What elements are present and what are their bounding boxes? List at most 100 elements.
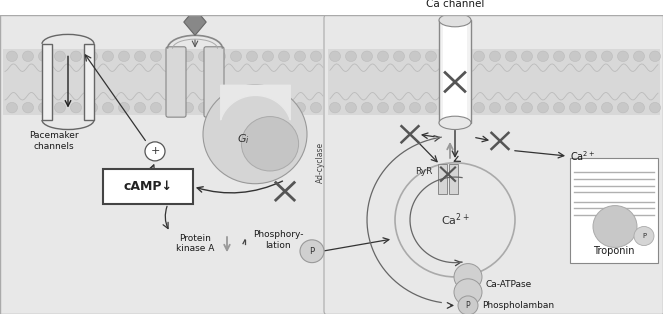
Circle shape — [330, 51, 341, 62]
Circle shape — [70, 51, 82, 62]
Text: Phospholamban: Phospholamban — [482, 301, 554, 310]
Circle shape — [650, 51, 660, 62]
Bar — [42, 44, 52, 120]
Circle shape — [505, 51, 516, 62]
Circle shape — [457, 51, 469, 62]
Text: Ca channel: Ca channel — [426, 0, 484, 9]
Text: Protein
kinase A: Protein kinase A — [176, 234, 214, 253]
Text: P: P — [465, 301, 470, 310]
Circle shape — [394, 102, 404, 113]
Text: P: P — [642, 233, 646, 239]
Circle shape — [377, 102, 389, 113]
Circle shape — [300, 240, 324, 263]
Circle shape — [310, 102, 322, 113]
Circle shape — [182, 51, 194, 62]
FancyBboxPatch shape — [204, 47, 224, 117]
Circle shape — [489, 102, 501, 113]
Text: P: P — [310, 247, 314, 256]
Text: +: + — [151, 146, 160, 156]
Ellipse shape — [439, 116, 471, 129]
Text: RyR: RyR — [416, 167, 433, 176]
Circle shape — [135, 51, 145, 62]
Text: Troponin: Troponin — [593, 246, 634, 256]
Circle shape — [570, 51, 581, 62]
Circle shape — [215, 51, 225, 62]
Text: Pacemaker
channels: Pacemaker channels — [29, 132, 79, 151]
Bar — [84, 44, 94, 120]
Circle shape — [426, 51, 436, 62]
Circle shape — [119, 51, 129, 62]
Text: Ad-cyclase: Ad-cyclase — [316, 142, 324, 183]
Circle shape — [151, 51, 162, 62]
Text: Ca-ATPase: Ca-ATPase — [486, 280, 532, 289]
Circle shape — [86, 102, 97, 113]
Bar — [449, 164, 458, 194]
Circle shape — [473, 51, 485, 62]
Circle shape — [601, 102, 613, 113]
Bar — [443, 22, 467, 121]
Circle shape — [263, 51, 274, 62]
FancyBboxPatch shape — [166, 47, 186, 117]
Circle shape — [38, 102, 50, 113]
Circle shape — [231, 51, 241, 62]
Circle shape — [458, 296, 478, 314]
Circle shape — [522, 102, 532, 113]
Circle shape — [330, 102, 341, 113]
Circle shape — [231, 102, 241, 113]
Circle shape — [247, 51, 257, 62]
Polygon shape — [184, 9, 206, 35]
Bar — [438, 164, 447, 194]
Circle shape — [345, 51, 357, 62]
Circle shape — [86, 51, 97, 62]
Circle shape — [538, 51, 548, 62]
Circle shape — [361, 102, 373, 113]
Circle shape — [294, 51, 306, 62]
Text: Ca$^{2+}$: Ca$^{2+}$ — [570, 149, 595, 163]
Bar — [3, 49, 323, 115]
Circle shape — [601, 51, 613, 62]
Circle shape — [263, 102, 274, 113]
Circle shape — [650, 102, 660, 113]
Circle shape — [294, 102, 306, 113]
Circle shape — [454, 263, 482, 290]
Circle shape — [454, 279, 482, 306]
Circle shape — [182, 102, 194, 113]
Circle shape — [119, 102, 129, 113]
Circle shape — [570, 102, 581, 113]
Circle shape — [394, 51, 404, 62]
Circle shape — [247, 102, 257, 113]
Circle shape — [198, 102, 210, 113]
Circle shape — [151, 102, 162, 113]
Circle shape — [489, 51, 501, 62]
Circle shape — [554, 51, 564, 62]
Circle shape — [23, 51, 34, 62]
Circle shape — [241, 116, 298, 171]
Circle shape — [198, 51, 210, 62]
Bar — [439, 20, 471, 123]
Circle shape — [593, 206, 637, 247]
Circle shape — [215, 102, 225, 113]
Circle shape — [538, 102, 548, 113]
Circle shape — [145, 142, 165, 161]
Circle shape — [166, 51, 178, 62]
Circle shape — [410, 102, 420, 113]
Circle shape — [54, 51, 66, 62]
Circle shape — [70, 102, 82, 113]
Circle shape — [377, 51, 389, 62]
Bar — [328, 49, 660, 115]
Circle shape — [38, 51, 50, 62]
Circle shape — [585, 51, 597, 62]
Bar — [570, 158, 658, 263]
Circle shape — [278, 51, 290, 62]
Circle shape — [7, 102, 17, 113]
Circle shape — [473, 102, 485, 113]
Circle shape — [345, 102, 357, 113]
Circle shape — [634, 51, 644, 62]
Text: G$_i$: G$_i$ — [237, 132, 249, 146]
Circle shape — [585, 102, 597, 113]
Circle shape — [7, 51, 17, 62]
Circle shape — [203, 85, 307, 184]
Circle shape — [278, 102, 290, 113]
Circle shape — [554, 102, 564, 113]
Text: Phosphory-
lation: Phosphory- lation — [253, 230, 303, 250]
